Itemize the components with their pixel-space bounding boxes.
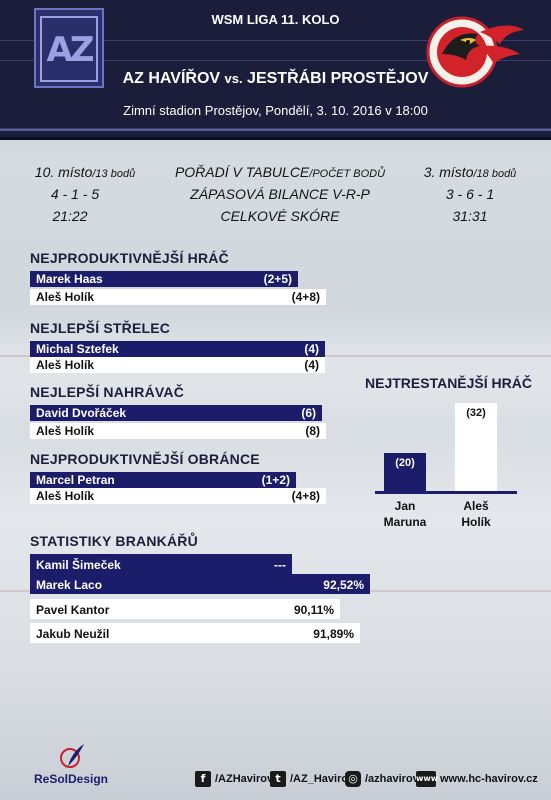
home-team: AZ HAVÍŘOV [122,70,221,87]
away-team: JESTŘÁBI PROSTĚJOV [247,70,429,87]
home-score: 21:22 [52,208,88,224]
away-record: 3 - 6 - 1 [445,186,495,202]
penalty-away-name: Aleš Holík [461,499,491,529]
jestrabi-prostejov-logo [426,16,524,88]
label-record: ZÁPASOVÁ BILANCE V-R-P [190,186,370,202]
assist-away-bar: Aleš Holík (8) [30,423,326,439]
header: AZ WSM LIGA 11. KOLO AZ HAVÍŘOV vs. JEST… [0,0,551,140]
label-score: CELKOVÉ SKÓRE [220,208,340,224]
productive-away-bar: Aleš Holík (4+8) [30,289,326,305]
assist-home-bar: David Dvořáček (6) [30,405,322,421]
goalie-row: Marek Laco 92,52% [30,574,370,594]
shooter-home-bar: Michal Sztefek (4) [30,341,325,357]
section-defense-title: NEJPRODUKTIVNĚJŠÍ OBRÁNCE [30,451,260,467]
match-title: AZ HAVÍŘOV vs. JESTŘÁBI PROSTĚJOV [0,70,551,88]
productive-home-bar: Marek Haas (2+5) [30,271,298,287]
home-record: 4 - 1 - 5 [50,186,100,202]
penalty-home-name: Jan Maruna [383,499,427,529]
league-title: WSM LIGA 11. KOLO [211,12,340,27]
instagram-icon: ◎ [345,771,361,787]
shooter-away-bar: Aleš Holík (4) [30,357,325,373]
penalty-bar-home: (20) [384,453,426,491]
section-assist-title: NEJLEPŠÍ NAHRÁVAČ [30,384,185,400]
az-logo-letters: AZ [40,16,98,82]
home-place: 10. místo/13 bodů [34,164,136,180]
penalty-bar-away: (32) [455,403,497,491]
goalie-row: Kamil Šimeček --- [30,554,292,574]
twitter-icon: t [270,771,286,787]
resol-design-logo: ReSolDesign [26,742,116,790]
twitter-link[interactable]: t/AZ_Havirov [270,770,354,788]
facebook-icon: f [195,771,211,787]
away-place: 3. místo/18 bodů [423,164,517,180]
facebook-link[interactable]: f/AZHavirov [195,770,273,788]
defense-home-bar: Marcel Petran (1+2) [30,472,296,488]
venue-datetime: Zimní stadion Prostějov, Pondělí, 3. 10.… [123,103,428,118]
away-score: 31:31 [452,208,488,224]
web-link[interactable]: www www.hc-havirov.cz [416,771,538,787]
goalie-stats-title: STATISTIKY BRANKÁŘŮ [30,533,198,549]
section-shooter-title: NEJLEPŠÍ STŘELEC [30,320,171,336]
section-productive-title: NEJPRODUKTIVNĚJŠÍ HRÁČ [30,250,229,266]
instagram-link[interactable]: ◎/azhavirov [345,770,419,788]
penalties-title: NEJTRESTANĚJŠÍ HRÁČ [365,375,532,391]
label-standing: POŘADÍ V TABULCE/POČET BODŮ [174,164,386,180]
az-havirov-logo: AZ [34,8,104,88]
goalie-row: Pavel Kantor 90,11% [30,599,340,619]
goalie-row: Jakub Neužil 91,89% [30,623,360,643]
www-icon: www [416,771,438,787]
penalty-baseline [375,491,517,494]
vs-text: vs. [224,71,243,86]
feather-icon [60,744,84,768]
defense-away-bar: Aleš Holík (4+8) [30,488,326,504]
